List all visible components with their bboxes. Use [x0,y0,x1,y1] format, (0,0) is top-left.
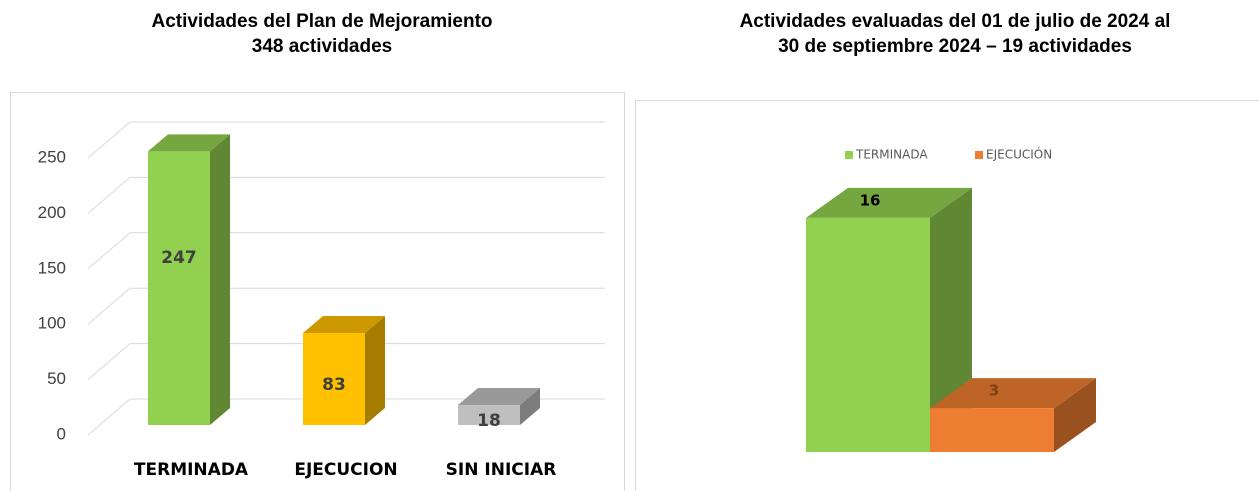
value-label: 83 [322,375,346,395]
bar [458,405,520,425]
bar-top [458,388,540,406]
bar [806,217,930,452]
grid-line [87,398,605,436]
legend-label: EJECUCIÓN [986,147,1052,162]
bar-top [806,187,972,218]
x-tick-label: EJECUCION [294,460,397,480]
bar-side [1054,378,1096,452]
bar-top [148,134,230,152]
grid-line [87,232,605,270]
y-tick-label: 250 [38,147,66,166]
y-tick-label: 50 [47,369,66,388]
bar-side [210,134,230,425]
legend-label: TERMINADA [855,148,928,162]
grid-line [87,287,605,325]
bar [148,151,210,425]
chart-title: 30 de septiembre 2024 – 19 actividades [778,36,1132,57]
bar-side [520,388,540,425]
value-label: 18 [477,411,501,431]
chart-title: Actividades evaluadas del 01 de julio de… [740,11,1171,32]
y-tick-label: 150 [38,258,66,277]
bar-top [930,378,1096,409]
grid-line [87,121,605,159]
value-label: 16 [860,191,881,209]
bar-side [365,316,385,425]
legend-swatch [975,151,983,159]
chart-frame [10,92,625,491]
grid-line [87,176,605,214]
x-tick-label: SIN INICIAR [446,460,557,480]
bar [303,333,365,425]
bar [930,408,1054,452]
bar-top [303,316,385,334]
legend-swatch [845,151,853,159]
chart-title: 348 actividades [252,36,392,57]
grid-line [87,343,605,380]
value-label: 3 [989,382,999,400]
value-label: 247 [161,248,197,268]
y-tick-label: 100 [38,314,66,333]
chart-frame [635,100,1259,491]
y-tick-label: 200 [38,203,66,222]
y-tick-label: 0 [57,424,66,443]
chart-title: Actividades del Plan de Mejoramiento [151,11,492,32]
x-tick-label: TERMINADA [134,460,249,480]
